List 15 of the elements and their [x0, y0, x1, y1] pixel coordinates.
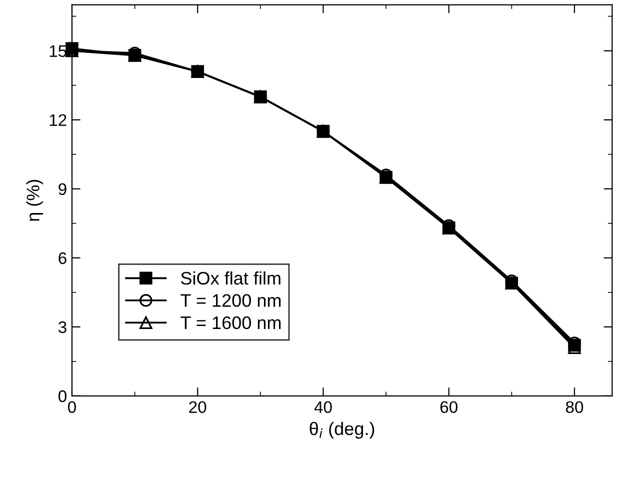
y-tick-label: 0 [58, 390, 66, 402]
y-tick-label: 3 [58, 321, 66, 334]
legend-label: T = 1600 nm [180, 316, 281, 330]
y-axis-title: η (%) [26, 180, 44, 221]
x-tick-label: 20 [189, 401, 206, 414]
x-tick-label: 40 [314, 401, 332, 414]
y-tick-label: 12 [50, 114, 66, 126]
y-tick-label: 6 [58, 252, 66, 264]
legend-label: SiOx flat film [181, 271, 280, 285]
x-tick-label: 0 [68, 401, 76, 414]
legend-label: T = 1200 nm [180, 294, 281, 307]
x-tick-label: 60 [440, 401, 458, 414]
x-tick-label: 80 [566, 401, 584, 414]
x-axis-title: θ$_{i}$ (deg.) [310, 422, 374, 439]
y-tick-label: 9 [58, 183, 66, 196]
